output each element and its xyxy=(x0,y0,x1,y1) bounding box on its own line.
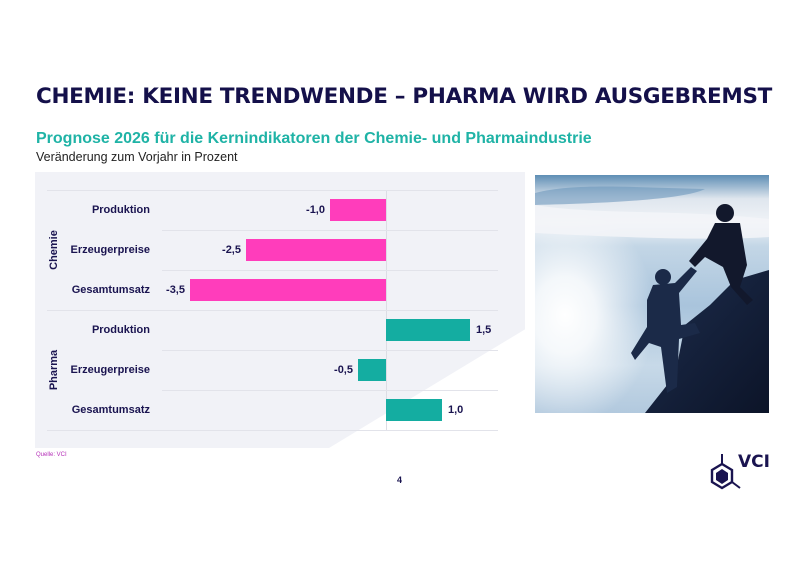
group-label-pharma: Pharma xyxy=(48,349,60,391)
grid-line xyxy=(47,190,498,191)
page-number: 4 xyxy=(397,475,403,485)
grid-line xyxy=(47,430,498,431)
category-label: Produktion xyxy=(91,324,150,336)
grid-line xyxy=(162,270,498,271)
vci-logo-icon xyxy=(710,454,741,490)
chart-title: Prognose 2026 für die Kernindikatoren de… xyxy=(36,130,592,147)
group-label-chemie: Chemie xyxy=(48,230,60,270)
value-label: -1,0 xyxy=(306,204,325,216)
grid-line xyxy=(162,350,498,351)
grid-line xyxy=(47,310,498,311)
value-label: -2,5 xyxy=(222,244,241,256)
value-label: -3,5 xyxy=(166,284,185,296)
vci-logo-text: VCI xyxy=(738,452,770,472)
value-label: 1,0 xyxy=(448,404,464,416)
grid-line xyxy=(162,230,498,231)
slide-title: CHEMIE: KEINE TRENDWENDE – PHARMA WIRD A… xyxy=(36,84,773,109)
category-label: Produktion xyxy=(91,204,150,216)
category-label: Gesamtumsatz xyxy=(71,404,150,416)
value-label: -0,5 xyxy=(334,364,353,376)
category-label: Gesamtumsatz xyxy=(71,284,150,296)
source-note: Quelle: VCI xyxy=(36,452,67,458)
bar-pharma-produktion xyxy=(386,319,470,341)
bar-chemie-produktion xyxy=(330,199,386,221)
category-label: Erzeugerpreise xyxy=(70,364,150,376)
grid-line xyxy=(162,390,498,391)
climbers-illustration xyxy=(535,186,769,413)
hero-photo xyxy=(535,175,769,413)
value-label: 1,5 xyxy=(476,324,492,336)
bar-pharma-erzeugerpreise xyxy=(358,359,386,381)
bar-chemie-gesamtumsatz xyxy=(190,279,386,301)
bar-pharma-gesamtumsatz xyxy=(386,399,442,421)
chart-caption: Veränderung zum Vorjahr in Prozent xyxy=(36,150,238,164)
category-label: Erzeugerpreise xyxy=(70,244,150,256)
bar-chemie-erzeugerpreise xyxy=(246,239,386,261)
